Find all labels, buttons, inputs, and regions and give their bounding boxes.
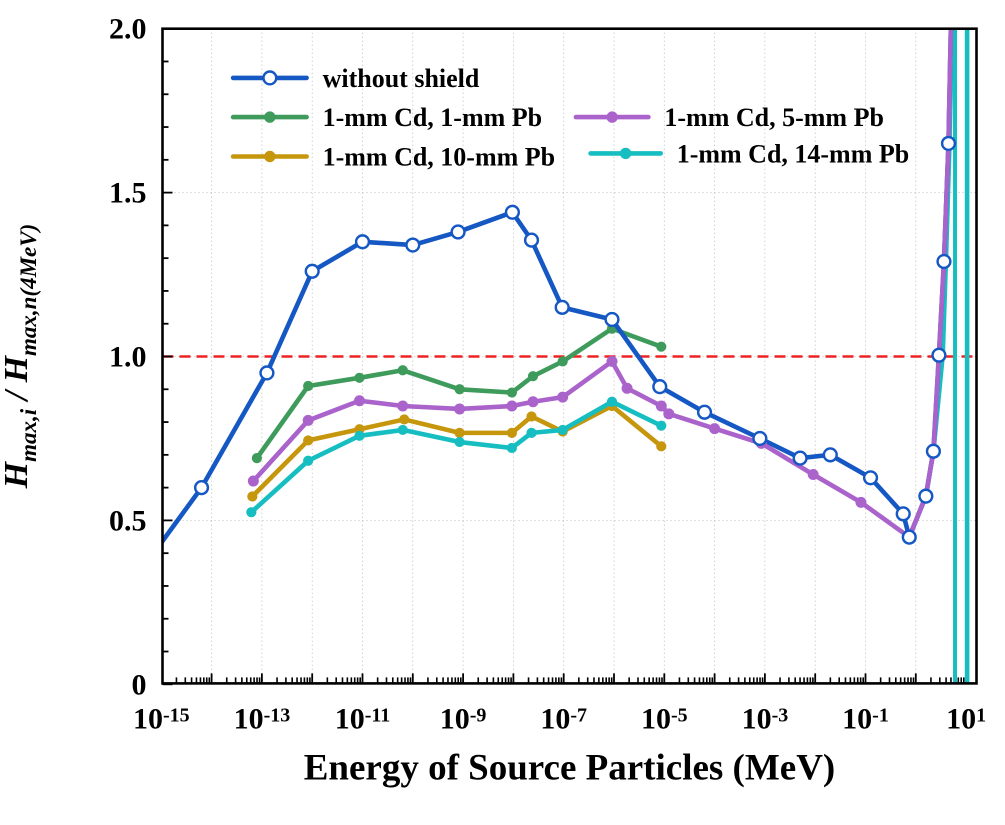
svg-text:1-mm Cd, 5-mm Pb: 1-mm Cd, 5-mm Pb	[664, 103, 884, 132]
svg-text:1.0: 1.0	[109, 341, 147, 374]
svg-text:2.0: 2.0	[109, 13, 147, 46]
svg-text:0: 0	[132, 668, 147, 701]
svg-text:1-mm Cd, 14-mm Pb: 1-mm Cd, 14-mm Pb	[677, 139, 910, 168]
svg-text:1-mm Cd, 1-mm Pb: 1-mm Cd, 1-mm Pb	[323, 103, 543, 132]
svg-text:Energy of Source Particles (Me: Energy of Source Particles (MeV)	[304, 747, 836, 788]
svg-text:without shield: without shield	[323, 64, 480, 93]
svg-text:1-mm Cd, 10-mm Pb: 1-mm Cd, 10-mm Pb	[323, 143, 556, 172]
svg-text:0.5: 0.5	[109, 504, 147, 537]
svg-text:1.5: 1.5	[109, 177, 147, 210]
